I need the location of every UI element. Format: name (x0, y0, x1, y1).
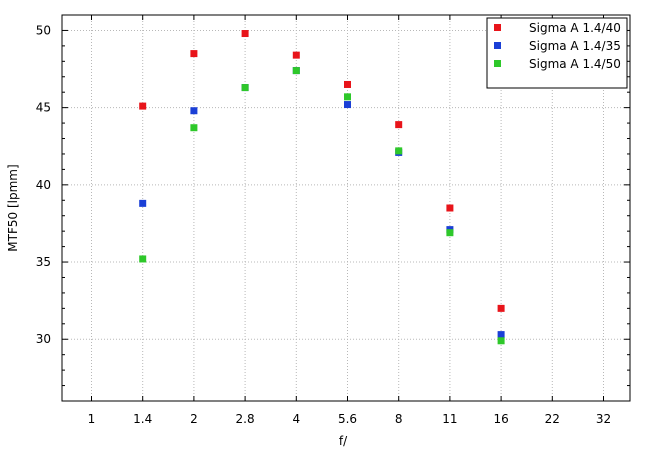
x-tick-label: 2 (190, 412, 198, 426)
legend-marker-series-1 (494, 42, 501, 49)
x-tick-label: 2.8 (236, 412, 255, 426)
data-point-series-0-1 (190, 50, 198, 58)
data-point-series-1-7 (497, 331, 505, 339)
data-point-series-0-7 (497, 304, 505, 312)
y-tick-label: 50 (36, 23, 51, 37)
x-tick-label: 4 (292, 412, 300, 426)
x-tick-label: 5.6 (338, 412, 357, 426)
x-tick-label: 22 (545, 412, 560, 426)
tick-labels: 1 1.4 2 2.8 4 5.6 8 11 16 22 32 30 35 40 45 50 (36, 23, 611, 426)
y-tick-label: 40 (36, 178, 51, 192)
legend-label-series-1: Sigma A 1.4/35 (529, 39, 621, 53)
data-point-series-2-2 (241, 84, 249, 92)
y-tick-label: 45 (36, 101, 51, 115)
data-point-series-2-4 (344, 93, 351, 101)
grid (62, 15, 630, 401)
data-point-series-2-5 (395, 147, 403, 155)
y-tick-label: 30 (36, 332, 51, 346)
data-point-series-0-0 (139, 102, 147, 110)
x-tick-label: 16 (493, 412, 508, 426)
legend: Sigma A 1.4/40 Sigma A 1.4/35 Sigma A 1.… (486, 17, 628, 89)
data-point-series-0-3 (292, 51, 300, 59)
legend-label-series-0: Sigma A 1.4/40 (529, 21, 621, 35)
data-point-series-2-6 (446, 229, 454, 237)
legend-box (486, 17, 628, 89)
data-point-series-1-4 (344, 101, 351, 109)
data-point-series-0-2 (241, 30, 249, 38)
data-point-series-1-1 (190, 107, 198, 115)
x-tick-label: 32 (596, 412, 611, 426)
y-axis-label: MTF50 [lpmm] (6, 164, 20, 251)
legend-marker-series-2 (494, 60, 501, 67)
x-tick-label: 11 (442, 412, 457, 426)
x-tick-label: 8 (395, 412, 403, 426)
legend-label-series-2: Sigma A 1.4/50 (529, 57, 621, 71)
data-point-series-2-3 (292, 67, 300, 75)
data-point-series-0-4 (344, 80, 351, 88)
data-point-series-2-7 (497, 337, 505, 345)
data-points (139, 30, 505, 345)
plot-frame (61, 14, 631, 402)
x-tick-label: 1.4 (133, 412, 152, 426)
legend-marker-series-0 (494, 24, 501, 31)
data-point-series-2-1 (190, 124, 198, 132)
x-tick-label: 1 (88, 412, 96, 426)
data-point-series-0-5 (395, 121, 403, 129)
y-tick-label: 35 (36, 255, 51, 269)
x-axis-label: f/ (339, 434, 348, 448)
data-point-series-2-0 (139, 255, 147, 263)
data-point-series-0-6 (446, 204, 454, 212)
data-point-series-1-0 (139, 199, 147, 207)
